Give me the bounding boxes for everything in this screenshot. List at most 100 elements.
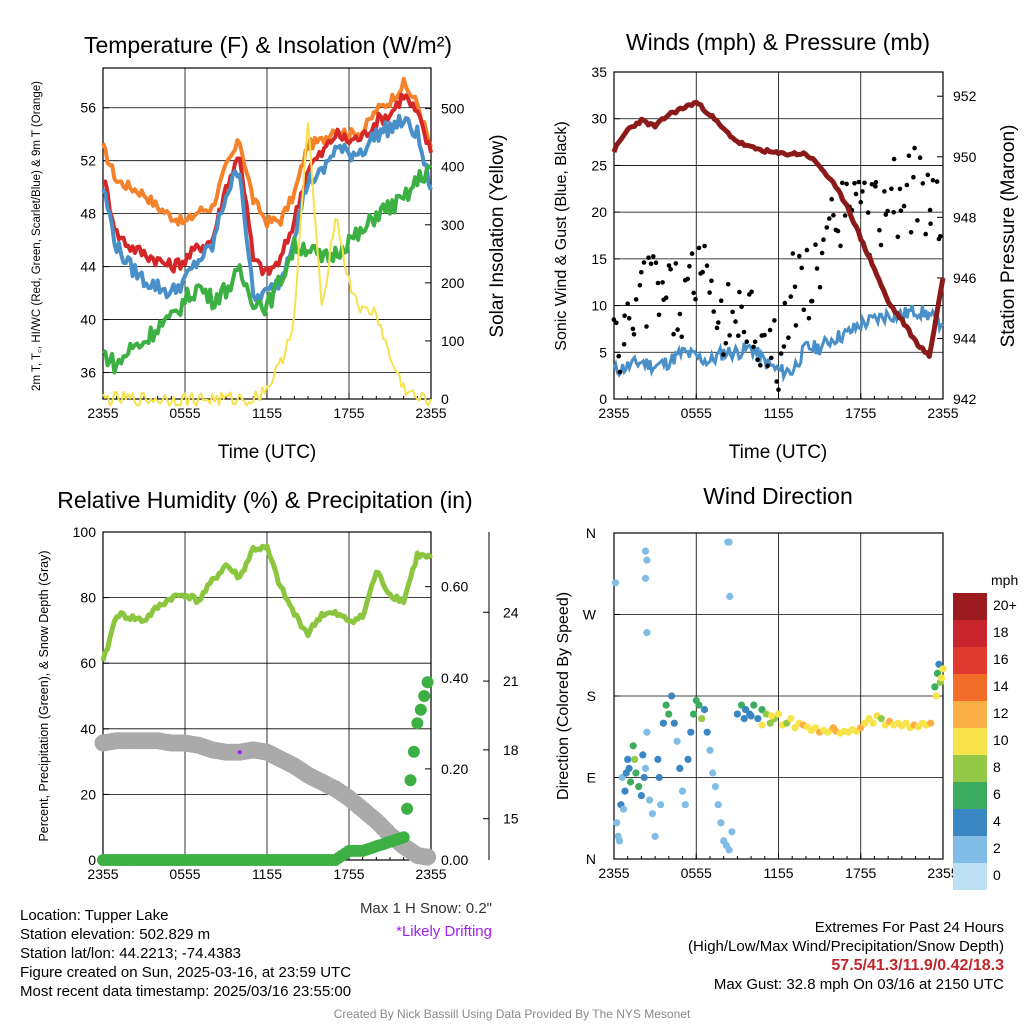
wind-y2tick-label: 946: [953, 270, 977, 286]
gust-point: [891, 156, 897, 162]
snow-tick-label: 15: [503, 811, 519, 827]
direction-panel: Wind Direction Direction (Colored By Spe…: [555, 483, 1018, 890]
wind-xtick-label: 0555: [681, 405, 712, 421]
dir-xtick-label: 2355: [598, 865, 629, 881]
gust-point: [693, 296, 698, 302]
direction-plot: 2355 0555 1155 1755 2355NESWNmph20+181614121…: [583, 525, 1018, 890]
gust-point: [751, 344, 756, 350]
temp-ytick-label: 52: [80, 153, 96, 169]
direction-point: [938, 674, 946, 682]
humidity-plot: 2355 0555 1155 1755 23550204060801000.000.20…: [73, 524, 519, 882]
dir-xtick-label: 0555: [681, 865, 712, 881]
gust-point: [852, 181, 857, 186]
direction-point: [703, 728, 711, 736]
temp-ytick-label: 56: [80, 100, 96, 116]
direction-point: [640, 773, 648, 782]
gust-point: [733, 319, 738, 324]
gust-point: [625, 301, 630, 307]
temp-xtick-label: 0555: [169, 405, 200, 421]
max-gust-text: Max Gust: 32.8 mph On 03/16 at 2150 UTC: [713, 976, 1004, 993]
legend-swatch: [953, 782, 987, 809]
direction-point: [869, 719, 877, 727]
gust-point: [917, 155, 923, 160]
gust-point: [621, 342, 627, 347]
wind-xtick-label: 2355: [927, 405, 958, 421]
precip-point: [421, 676, 434, 689]
rh-ytick-label: 80: [80, 590, 96, 606]
rh-xtick-label: 1155: [252, 866, 282, 882]
direction-point: [877, 715, 885, 723]
snow-tick-label: 24: [503, 604, 519, 620]
temp-ytick-label: 36: [80, 365, 96, 381]
wind-ytick-label: 5: [599, 344, 607, 360]
direction-point: [931, 683, 939, 691]
gust-point: [646, 255, 651, 260]
precip-point: [414, 703, 427, 716]
wind-ytick-label: 20: [591, 204, 607, 220]
direction-point: [687, 728, 695, 736]
gust-point: [687, 263, 692, 269]
temp-ytick-label: 44: [80, 259, 96, 275]
gust-point: [889, 186, 894, 192]
direction-point: [657, 801, 665, 809]
rh-xtick-label: 2355: [415, 866, 446, 882]
rh-xtick-label: 0555: [169, 866, 200, 882]
wind-ytick-label: 25: [591, 157, 607, 173]
temp-xtick-label: 1755: [333, 405, 364, 421]
gust-point: [707, 290, 712, 295]
legend-swatch: [953, 701, 987, 728]
max-snow-note: Max 1 H Snow: 0.2": [359, 900, 492, 917]
temp-ytick-label: 48: [80, 206, 96, 222]
direction-point: [668, 692, 676, 700]
legend-swatch: [953, 809, 987, 836]
gust-point: [651, 254, 656, 259]
gust-point: [817, 284, 823, 290]
direction-point: [783, 719, 791, 727]
direction-point: [632, 769, 640, 777]
direction-point: [740, 715, 748, 723]
direction-point: [711, 783, 720, 791]
gust-point: [895, 234, 901, 240]
gust-point: [782, 300, 788, 306]
dir-xtick-label: 1155: [763, 865, 793, 881]
gust-point: [840, 180, 845, 186]
wind-y2tick-label: 948: [953, 209, 977, 225]
gust-point: [767, 327, 773, 333]
temperature-title: Temperature (F) & Insolation (W/m²): [84, 32, 452, 58]
dir-ytick-label: W: [583, 607, 597, 623]
extremes-values: 57.5/41.3/11.9/0.42/18.3: [831, 957, 1004, 974]
direction-point: [648, 810, 657, 818]
extremes-subtitle: (High/Low/Max Wind/Precipitation/Snow De…: [688, 938, 1004, 955]
gust-point: [765, 363, 770, 369]
recent-text: Most recent data timestamp: 2025/03/16 2…: [20, 983, 352, 1000]
precip-point: [397, 831, 410, 844]
gust-point: [671, 331, 676, 337]
gust-point: [806, 315, 812, 321]
dir-ytick-label: S: [587, 688, 596, 704]
direction-point: [646, 796, 654, 804]
direction-point: [758, 721, 766, 729]
gust-point: [752, 339, 758, 345]
gust-point: [704, 263, 710, 269]
temp-y2tick-label: 0: [441, 391, 449, 407]
gust-point: [781, 344, 787, 349]
gust-point: [749, 289, 754, 295]
direction-point: [629, 742, 637, 750]
legend-label: 20+: [993, 597, 1017, 613]
direction-point: [709, 769, 717, 777]
gust-point: [799, 265, 804, 271]
temp-y2tick-label: 400: [441, 159, 465, 175]
direction-point: [637, 792, 646, 800]
gust-point: [809, 298, 815, 304]
gust-point: [904, 182, 910, 188]
direction-point: [635, 783, 643, 791]
direction-point: [641, 574, 650, 582]
gust-point: [679, 334, 684, 340]
gust-point: [860, 189, 865, 194]
precip-point: [401, 802, 414, 815]
gust-point: [700, 269, 705, 275]
gust-point: [883, 212, 889, 217]
gust-point: [691, 290, 696, 296]
direction-point: [714, 801, 722, 809]
gust-point: [626, 316, 632, 321]
